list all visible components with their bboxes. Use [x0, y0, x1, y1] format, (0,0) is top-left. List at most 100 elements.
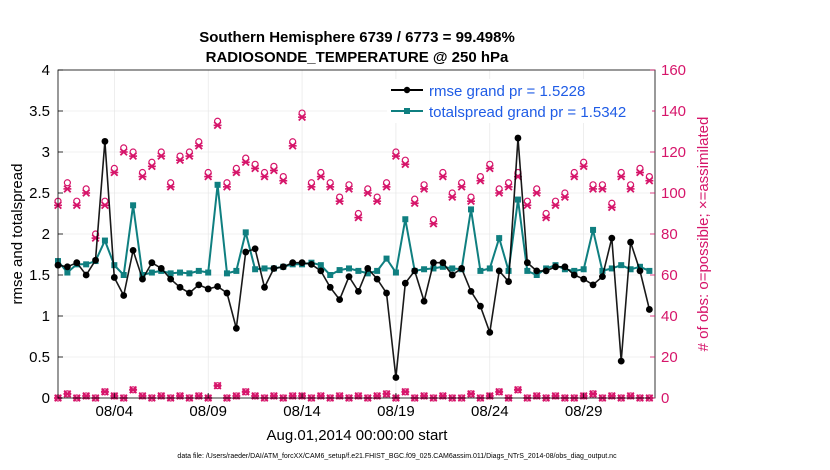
left-tick-label: 0.5: [29, 349, 50, 366]
x-axis-label: Aug.01,2014 00:00:00 start: [267, 427, 449, 444]
spread-point: [477, 267, 484, 274]
spread-point: [261, 265, 268, 272]
spread-point: [233, 267, 240, 274]
obs-low-assimilated-point: [495, 387, 504, 396]
obs-assimilated-point: [232, 168, 241, 177]
obs-assimilated-point: [523, 201, 532, 210]
obs-assimilated-point: [129, 152, 138, 161]
rmse-point: [608, 234, 616, 242]
obs-assimilated-point: [457, 182, 466, 191]
left-tick-label: 0: [42, 390, 50, 407]
spread-point: [111, 262, 118, 269]
obs-assimilated-point: [420, 184, 429, 193]
left-axis: 0 0.5 1 1.5 2 2.5 3 3.5 4: [29, 62, 63, 407]
spread-point: [496, 235, 503, 242]
rmse-point: [514, 134, 522, 142]
obs-low-assimilated-point: [382, 389, 391, 398]
spread-point: [101, 237, 108, 244]
spread-line: [57, 184, 650, 278]
obs-assimilated-point: [391, 152, 400, 161]
obs-assimilated-point: [138, 172, 147, 181]
rmse-point: [401, 279, 409, 287]
spread-point: [64, 269, 71, 276]
obs-low-assimilated-point: [129, 385, 138, 394]
obs-low-assimilated-point: [241, 387, 250, 396]
spread-point: [130, 202, 137, 209]
obs-assimilated-point: [382, 182, 391, 191]
rmse-point: [627, 238, 634, 246]
obs-assimilated-point: [335, 197, 344, 206]
spread-point: [214, 181, 221, 188]
rmse-point: [176, 283, 184, 291]
spread-point: [608, 265, 615, 272]
obs-assimilated-point: [495, 189, 504, 197]
legend: rmse grand pr = 1.5228 totalspread grand…: [387, 79, 652, 123]
obs-assimilated-point: [316, 172, 325, 181]
rmse-point: [392, 374, 400, 381]
spread-point: [571, 267, 578, 274]
rmse-point: [336, 296, 344, 303]
obs-assimilated-point: [467, 197, 475, 206]
spread-point: [439, 263, 446, 270]
spread-point: [242, 229, 249, 236]
obs-assimilated-point: [72, 201, 81, 210]
obs-low-assimilated-point: [100, 387, 109, 396]
obs-low-assimilated-point: [401, 387, 410, 396]
obs-assimilated-point: [617, 172, 626, 181]
legend-spread-label: totalspread grand pr = 1.5342: [429, 104, 626, 121]
obs-assimilated-point: [598, 184, 607, 193]
rmse-point: [73, 259, 81, 267]
spread-point: [167, 270, 174, 277]
x-tick-label: 08/09: [189, 403, 227, 420]
spread-point: [524, 267, 531, 274]
obs-assimilated-point: [532, 189, 541, 197]
rmse-point: [63, 263, 71, 271]
obs-low-assimilated-point: [513, 385, 522, 394]
left-tick-label: 2.5: [29, 185, 50, 202]
rmse-point: [636, 267, 644, 275]
obs-assimilated-point: [147, 162, 156, 171]
spread-point: [468, 206, 475, 213]
rmse-point: [580, 275, 588, 283]
obs-assimilated-point: [100, 201, 109, 210]
obs-low-assimilated-point: [589, 389, 598, 398]
rmse-point: [552, 263, 559, 271]
y-axis-label-right: # of obs: o=possible; ×=assimilated: [695, 117, 712, 352]
chart-title-line1: Southern Hemisphere 6739 / 6773 = 99.498…: [199, 29, 515, 46]
obs-assimilated-point: [194, 141, 203, 150]
obs-assimilated-point: [373, 197, 382, 206]
obs-assimilated-point: [551, 201, 560, 210]
obs-assimilated-point: [241, 158, 250, 167]
spread-point: [636, 263, 643, 270]
obs-assimilated-point: [560, 193, 569, 202]
rmse-point: [261, 283, 268, 291]
rmse-point: [308, 260, 315, 268]
rmse-point: [120, 292, 128, 299]
obs-assimilated-point: [354, 213, 363, 222]
x-tick-label: 08/29: [565, 403, 603, 420]
obs-assimilated-point: [579, 162, 588, 171]
obs-assimilated-point: [298, 113, 307, 122]
spread-point: [186, 270, 193, 277]
right-tick-label: 120: [661, 144, 686, 161]
spread-point: [383, 255, 390, 262]
rmse-point: [645, 306, 653, 313]
obs-assimilated-point: [213, 121, 222, 130]
spread-point: [590, 226, 597, 233]
obs-assimilated-point: [326, 182, 335, 191]
rmse-point: [458, 265, 466, 272]
legend-spread-marker: [404, 108, 410, 114]
rmse-point: [326, 283, 334, 291]
chart-title-line2: RADIOSONDE_TEMPERATURE @ 250 hPa: [206, 49, 509, 66]
rmse-point: [148, 259, 156, 267]
obs-assimilated-point: [438, 172, 447, 181]
left-tick-label: 1: [42, 308, 50, 325]
rmse-point: [505, 278, 512, 285]
rmse-point: [92, 256, 99, 264]
obs-assimilated-point: [176, 156, 184, 165]
legend-box: [387, 79, 652, 123]
spread-point: [618, 262, 625, 269]
spread-point: [345, 265, 352, 272]
rmse-point: [204, 285, 212, 293]
left-tick-label: 4: [42, 62, 50, 79]
